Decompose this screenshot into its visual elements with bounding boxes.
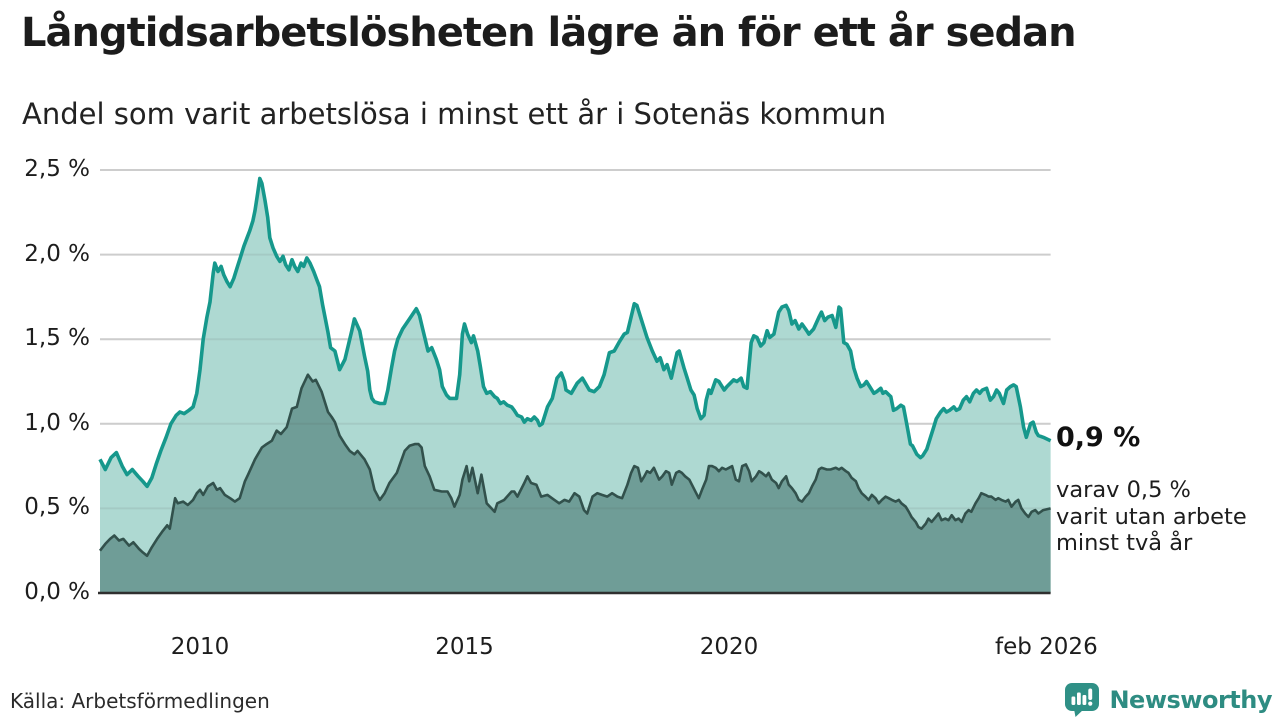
y-axis-tick-label: 1,0 %: [24, 409, 90, 436]
y-axis-tick-label: 2,5 %: [24, 156, 90, 182]
newsworthy-branding: Newsworthy: [1064, 682, 1272, 718]
end-note-label: varav 0,5 % varit utan arbete minst två …: [1056, 477, 1247, 557]
x-axis-tick-label: feb 2026: [995, 634, 1098, 660]
y-axis-tick-label: 2,0 %: [24, 240, 90, 267]
end-value-label: 0,9 %: [1056, 422, 1141, 453]
y-axis-tick-label: 0,0 %: [24, 579, 90, 605]
end-note-line: minst två år: [1056, 530, 1193, 556]
x-axis-tick-label: 2020: [699, 634, 759, 660]
y-axis-tick-label: 0,5 %: [24, 494, 90, 521]
y-axis-tick-label: 1,5 %: [24, 325, 90, 352]
x-axis-tick-label: 2010: [170, 634, 230, 660]
bar-chart-speech-bubble-icon: [1065, 683, 1100, 717]
end-note-line: varav 0,5 %: [1056, 477, 1191, 503]
page-title: Långtidsarbetslösheten lägre än för ett …: [21, 10, 1077, 56]
newsworthy-wordmark: Newsworthy: [1109, 686, 1272, 714]
x-axis-tick-label: 2015: [435, 634, 494, 660]
end-note-line: varit utan arbete: [1056, 503, 1247, 530]
source-credit: Källa: Arbetsförmedlingen: [10, 689, 270, 713]
page-subtitle: Andel som varit arbetslösa i minst ett å…: [22, 97, 887, 131]
